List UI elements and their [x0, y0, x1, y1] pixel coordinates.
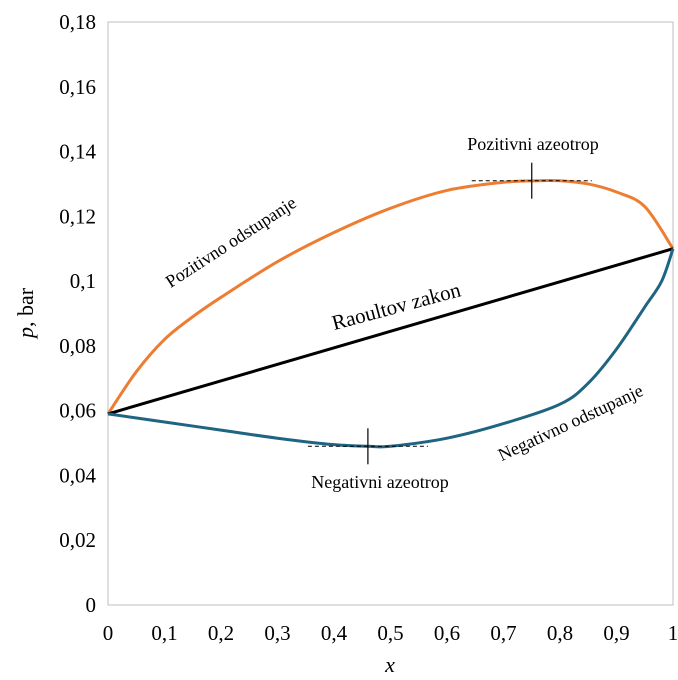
- series-group: [106, 178, 675, 449]
- x-tick-label: 0,5: [377, 621, 403, 645]
- y-tick-label: 0: [86, 593, 97, 617]
- azeotrope-markers: [307, 162, 592, 465]
- x-tick-label: 0: [103, 621, 114, 645]
- plot-frame: [107, 21, 674, 606]
- y-tick-label: 0,18: [59, 10, 96, 34]
- annotation-positive-deviation: Pozitivno odstupanje: [162, 192, 300, 291]
- y-tick-label: 0,12: [59, 204, 96, 228]
- x-tick-label: 0,4: [321, 621, 348, 645]
- annotation-negative-deviation: Negativno odstupanje: [495, 380, 646, 465]
- x-tick-label: 1: [668, 621, 678, 645]
- series-raoult-law: [107, 247, 674, 416]
- y-axis-title: p, bar: [13, 287, 38, 340]
- y-tick-label: 0,08: [59, 334, 96, 358]
- x-tick-label: 0,6: [434, 621, 460, 645]
- y-tick-label: 0,04: [59, 463, 96, 487]
- x-tick-label: 0,8: [547, 621, 573, 645]
- x-tick-label: 0,1: [151, 621, 177, 645]
- x-tick-label: 0,7: [490, 621, 516, 645]
- y-tick-label: 0,02: [59, 528, 96, 552]
- x-tick-labels: 0 0,1 0,2 0,3 0,4 0,5 0,6 0,7 0,8 0,9 1: [103, 621, 678, 645]
- y-axis-unit: , bar: [13, 287, 38, 327]
- annotation-negative-azeotrope: Negativni azeotrop: [311, 472, 448, 492]
- series-negative-deviation: [107, 248, 675, 449]
- y-tick-label: 0,14: [59, 140, 96, 164]
- x-axis-title: x: [384, 652, 395, 677]
- y-axis-var: p: [13, 327, 38, 340]
- y-tick-label: 0,1: [70, 269, 96, 293]
- x-tick-label: 0,2: [208, 621, 234, 645]
- y-tick-labels: 0 0,02 0,04 0,06 0,08 0,1 0,12 0,14 0,16 0,18: [59, 10, 96, 617]
- annotation-positive-azeotrope: Pozitivni azeotrop: [467, 134, 598, 154]
- y-tick-label: 0,16: [59, 75, 96, 99]
- x-tick-label: 0,9: [603, 621, 629, 645]
- y-tick-label: 0,06: [59, 399, 96, 423]
- annotation-raoult-law: Raoultov zakon: [329, 277, 464, 335]
- x-tick-label: 0,3: [264, 621, 290, 645]
- series-positive-deviation: [106, 178, 675, 415]
